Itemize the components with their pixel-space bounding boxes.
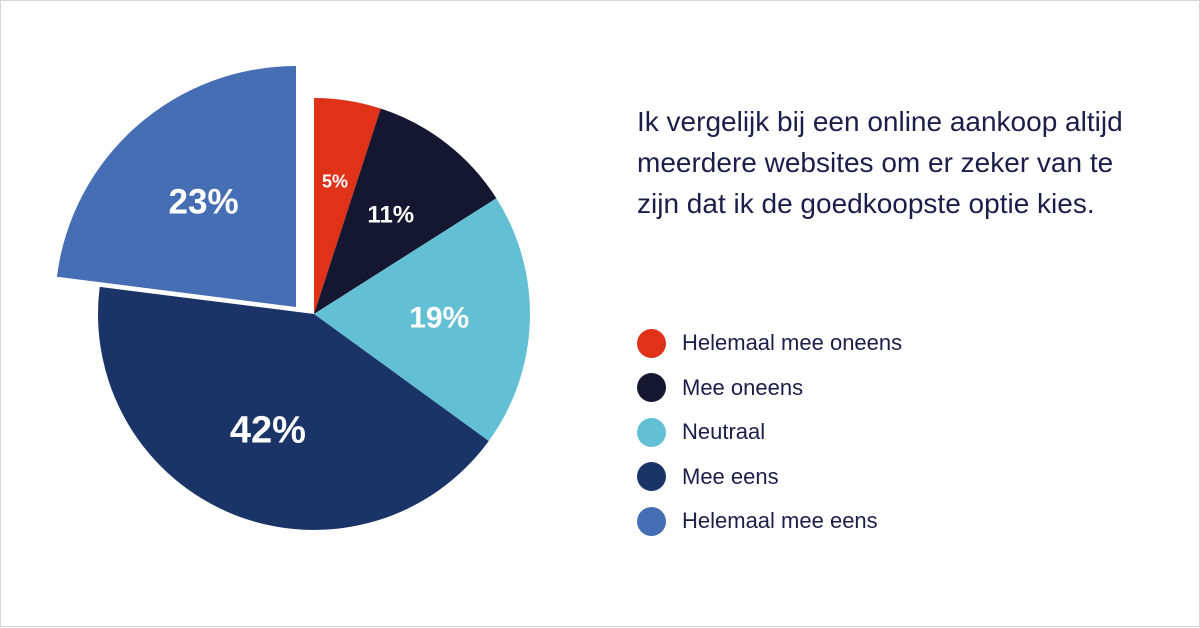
- slice-label-mee-oneens: 11%: [367, 202, 414, 229]
- legend-swatch: [637, 328, 666, 358]
- slice-label-helemaal-mee-eens: 23%: [169, 183, 239, 222]
- legend-item-helemaal-mee-oneens: Helemaal mee oneens: [637, 321, 902, 366]
- slice-label-helemaal-mee-oneens: 5%: [322, 172, 348, 192]
- slice-label-mee-eens: 42%: [230, 409, 306, 451]
- legend-item-mee-oneens: Mee oneens: [637, 366, 902, 411]
- legend: Helemaal mee oneens Mee oneens Neutraal Mee…: [637, 321, 902, 544]
- legend-swatch: [637, 417, 666, 447]
- legend-label: Neutraal: [682, 419, 766, 445]
- legend-label: Mee eens: [682, 463, 779, 489]
- legend-item-mee-eens: Mee eens: [637, 455, 902, 500]
- legend-item-helemaal-mee-eens: Helemaal mee eens: [637, 499, 902, 544]
- legend-swatch: [637, 462, 666, 492]
- legend-label: Mee oneens: [682, 374, 804, 400]
- legend-item-neutraal: Neutraal: [637, 410, 902, 455]
- legend-label: Helemaal mee eens: [682, 508, 878, 534]
- pie-slice-neutraal: [314, 198, 530, 441]
- legend-swatch: [637, 506, 666, 536]
- pie-slice-mee-eens: [97, 286, 489, 530]
- legend-swatch: [637, 373, 666, 403]
- pie-chart: 5% 11% 19% 42% 23%: [56, 66, 530, 530]
- pie-slice-helemaal-mee-eens: [56, 66, 296, 307]
- pie-slice-helemaal-mee-oneens: [314, 98, 381, 314]
- survey-question: Ik vergelijk bij een online aankoop alti…: [637, 106, 1123, 219]
- slice-label-neutraal: 19%: [409, 301, 469, 334]
- legend-label: Helemaal mee oneens: [682, 330, 903, 356]
- pie-slice-mee-oneens: [314, 108, 497, 314]
